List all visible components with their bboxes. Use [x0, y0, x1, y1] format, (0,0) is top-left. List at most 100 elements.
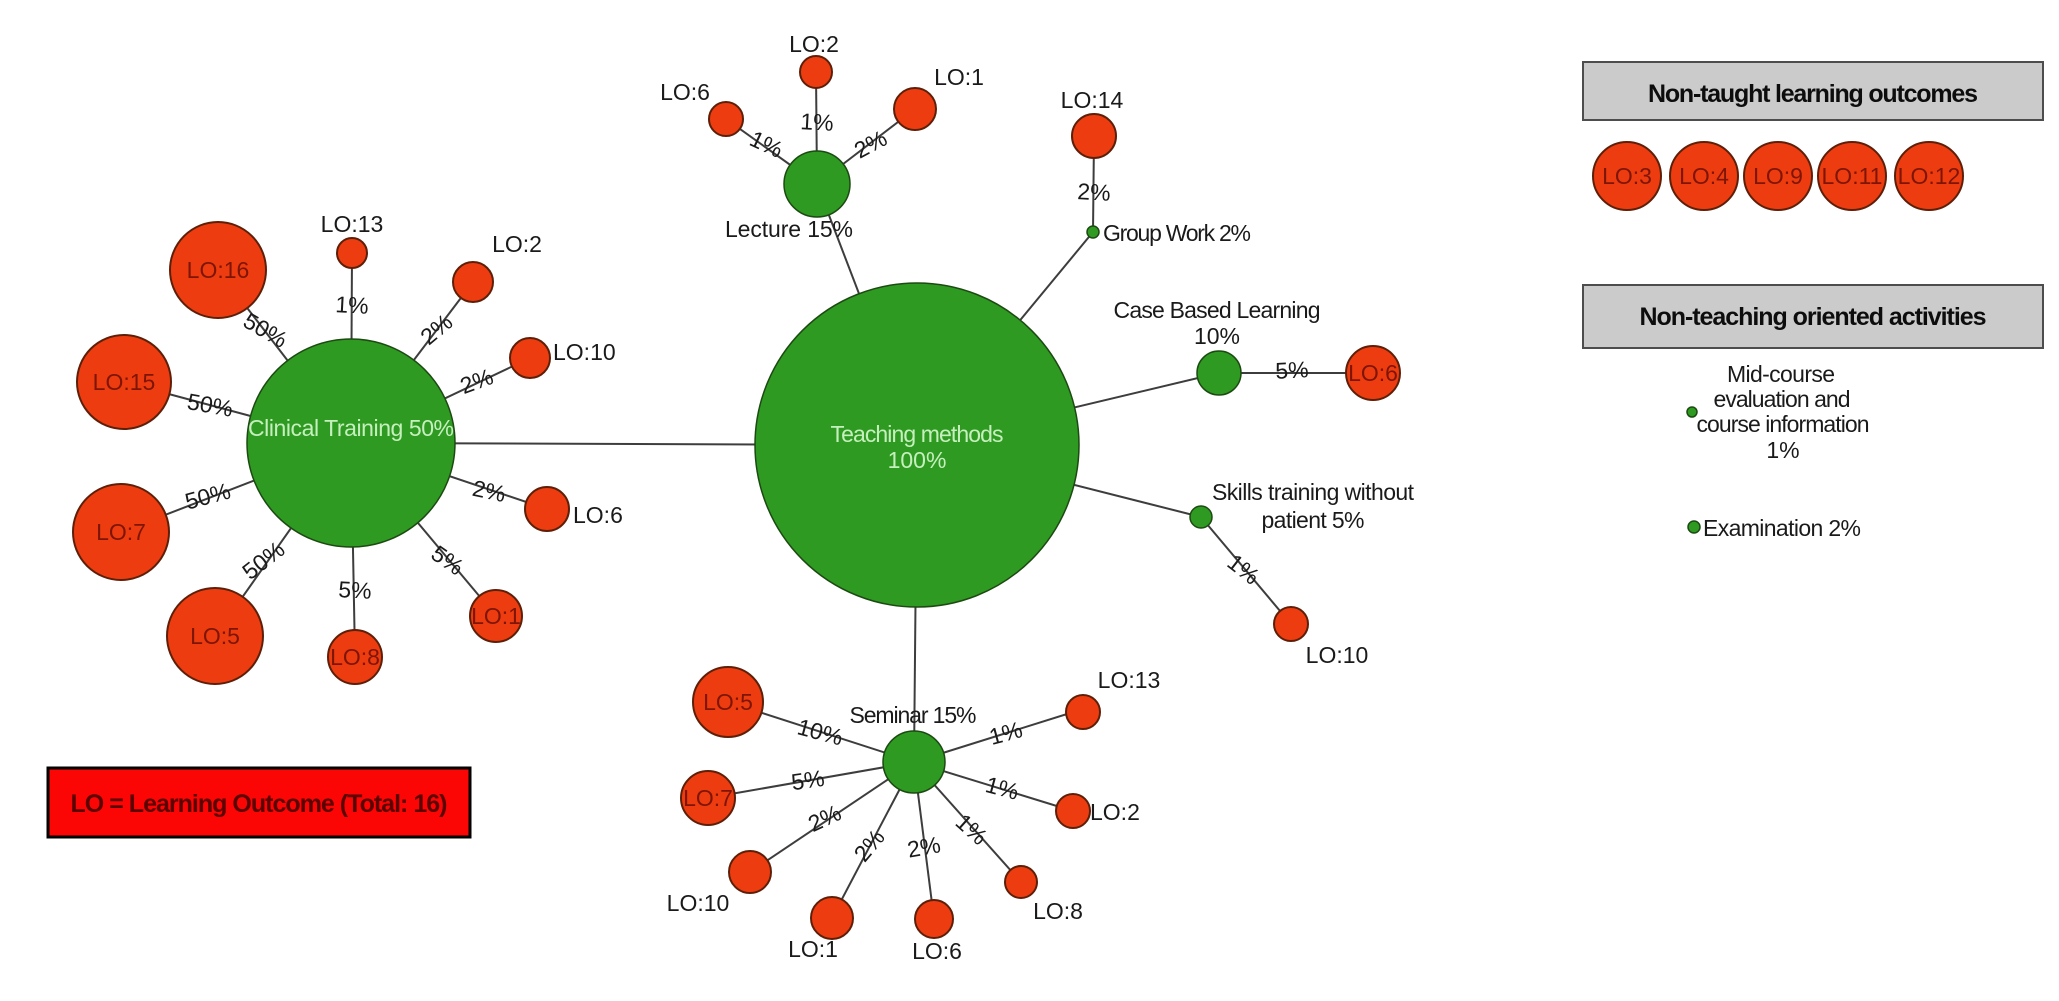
- clinical-lo13-pct: 1%: [335, 291, 370, 319]
- clinical-lo7-label: LO:7: [96, 519, 146, 545]
- non-taught-header-box: [1582, 61, 2044, 121]
- skills-training-node: [1189, 505, 1213, 529]
- lecture-lo2-node: [799, 55, 833, 89]
- mid-course-label-line1: Mid-course: [1727, 361, 1835, 387]
- clinical-lo13-label: LO:13: [321, 211, 384, 237]
- clinical-training-node: [246, 338, 456, 548]
- case-based-label-line1: Case Based Learning: [1114, 297, 1321, 323]
- panel-lo3-node: [1592, 141, 1662, 211]
- seminar-lo7-pct: 5%: [790, 765, 827, 795]
- non-teaching-header-box: [1582, 284, 2044, 349]
- seminar-lo10-label: LO:10: [667, 890, 730, 916]
- lecture-lo2-label: LO:2: [789, 31, 839, 57]
- edge-seminar-lo10: [749, 761, 915, 873]
- mid-course-node: [1686, 406, 1698, 418]
- clinical-lo10-label: LO:10: [553, 339, 616, 365]
- clinical-lo16-label: LO:16: [187, 257, 250, 283]
- clinical-lo2-label: LO:2: [492, 231, 542, 257]
- examination-node: [1687, 520, 1701, 534]
- teaching-methods-label-line1: Teaching methods: [831, 421, 1004, 447]
- seminar-lo5-label: LO:5: [703, 689, 753, 715]
- edge-seminar-lo7: [707, 761, 915, 799]
- lecture-lo1-node: [893, 87, 937, 131]
- seminar-lo7-node: [680, 770, 736, 826]
- seminar-lo13-label: LO:13: [1098, 667, 1161, 693]
- non-taught-header-label: Non-taught learning outcomes: [1648, 80, 1978, 108]
- clinical-lo6-label: LO:6: [573, 502, 623, 528]
- panel-lo12-node: [1894, 141, 1964, 211]
- clinical-lo8-pct: 5%: [338, 576, 373, 604]
- clinical-lo10-node: [509, 337, 551, 379]
- clinical-lo6-node: [524, 486, 570, 532]
- mid-course-label-line2: evaluation and: [1714, 386, 1851, 412]
- outcome-nodes: [72, 55, 1401, 940]
- groupwork-lo14-label: LO:14: [1061, 87, 1124, 113]
- skills-lo10-node: [1273, 606, 1309, 642]
- clinical-lo1-node: [469, 589, 523, 643]
- panel-lo3-label: LO:3: [1602, 163, 1652, 189]
- side-panel: Non-taught learning outcomes LO:3 LO:4 L…: [1582, 61, 2044, 541]
- group-work-node: [1086, 225, 1100, 239]
- seminar-lo1-node: [810, 896, 854, 940]
- mid-course-label-line4: 1%: [1766, 437, 1799, 463]
- lecture-node: [783, 150, 851, 218]
- clinical-lo7-pct: 50%: [182, 478, 233, 515]
- seminar-lo6-label: LO:6: [912, 938, 962, 964]
- groupwork-lo14-pct: 2%: [1077, 178, 1112, 206]
- lecture-lo6-node: [708, 101, 744, 137]
- seminar-lo2-pct: 1%: [983, 771, 1022, 805]
- non-teaching-header-label: Non-teaching oriented activities: [1640, 303, 1987, 331]
- mid-course-label-line3: course information: [1697, 411, 1870, 437]
- legend: LO = Learning Outcome (Total: 16): [46, 766, 472, 839]
- lecture-lo2-pct: 1%: [800, 108, 835, 136]
- clinical-lo6-pct: 2%: [470, 475, 508, 507]
- seminar-lo13-pct: 1%: [986, 716, 1025, 750]
- seminar-lo1-pct: 2%: [849, 824, 890, 866]
- clinical-lo16-node: [169, 221, 267, 319]
- skills-lo10-label: LO:10: [1306, 642, 1369, 668]
- lecture-lo1-pct: 2%: [850, 125, 892, 164]
- seminar-lo7-label: LO:7: [683, 785, 733, 811]
- casebased-lo6-pct: 5%: [1275, 356, 1310, 384]
- seminar-node: [882, 730, 946, 794]
- panel-lo11-node: [1817, 141, 1887, 211]
- teaching-methods-label-line2: 100%: [888, 447, 947, 473]
- panel-lo4-node: [1669, 141, 1739, 211]
- legend-label: LO = Learning Outcome (Total: 16): [71, 790, 448, 818]
- seminar-lo2-node: [1055, 793, 1091, 829]
- clinical-lo5-label: LO:5: [190, 623, 240, 649]
- examination-label: Examination 2%: [1703, 515, 1861, 541]
- casebased-lo6-node: [1345, 345, 1401, 401]
- clinical-lo5-pct: 50%: [237, 536, 289, 585]
- clinical-lo10-pct: 2%: [457, 363, 497, 399]
- panel-lo4-label: LO:4: [1679, 163, 1729, 189]
- clinical-lo15-pct: 50%: [185, 388, 235, 422]
- clinical-lo15-node: [76, 334, 172, 430]
- seminar-lo6-node: [914, 899, 954, 939]
- group-work-label: Group Work 2%: [1103, 220, 1251, 246]
- seminar-lo5-node: [692, 666, 764, 738]
- seminar-lo8-node: [1004, 865, 1038, 899]
- method-nodes: [246, 150, 1242, 794]
- clinical-lo7-node: [72, 483, 170, 581]
- case-based-label-line2: 10%: [1194, 323, 1240, 349]
- edge-skills-lo10: [1200, 516, 1292, 625]
- clinical-lo5-node: [166, 587, 264, 685]
- casebased-lo6-label: LO:6: [1348, 360, 1398, 386]
- seminar-lo6-pct: 2%: [905, 831, 942, 862]
- case-based-learning-node: [1196, 350, 1242, 396]
- clinical-lo2-node: [452, 261, 494, 303]
- seminar-label: Seminar 15%: [850, 702, 977, 728]
- lecture-lo6-label: LO:6: [660, 79, 710, 105]
- legend-box: [46, 766, 472, 839]
- panel-lo11-label: LO:11: [1822, 163, 1883, 189]
- groupwork-lo14-node: [1071, 113, 1117, 159]
- lecture-label: Lecture 15%: [725, 216, 853, 242]
- clinical-lo13-node: [336, 237, 368, 269]
- panel-lo9-node: [1743, 141, 1813, 211]
- lecture-lo1-label: LO:1: [934, 64, 984, 90]
- panel-lo12-label: LO:12: [1898, 163, 1961, 189]
- seminar-lo2-label: LO:2: [1090, 799, 1140, 825]
